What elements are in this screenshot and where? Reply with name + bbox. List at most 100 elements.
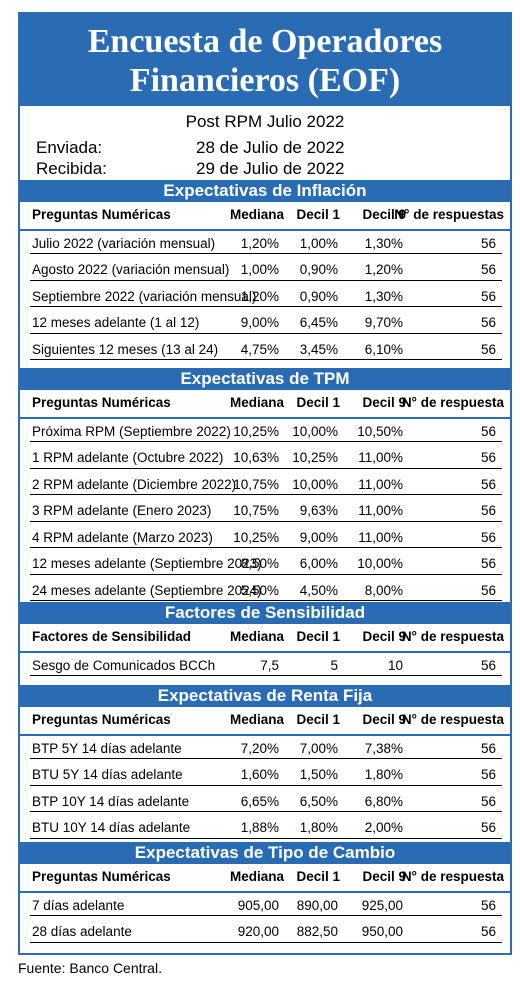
row-label: 2 RPM adelante (Diciembre 2022) <box>32 476 237 492</box>
row-value: 9,70% <box>364 315 403 330</box>
row-label: Siguientes 12 meses (13 al 24) <box>32 341 219 357</box>
row-value: 1,60% <box>240 767 279 782</box>
row-value: 11,00% <box>358 476 403 492</box>
section-heading: Expectativas de Inflación <box>20 180 510 202</box>
row-value: 10,00% <box>357 556 403 571</box>
row-label: BTP 5Y 14 días adelante <box>32 740 182 756</box>
row-label: 1 RPM adelante (Octubre 2022) <box>32 450 224 465</box>
row-value: 0,90% <box>299 288 338 304</box>
row-value: 56 <box>480 529 496 545</box>
row-value: 56 <box>480 582 496 598</box>
row-value: 9,63% <box>299 503 338 518</box>
column-header: Mediana <box>229 207 284 222</box>
row-value: 7,5 <box>260 657 279 673</box>
row-value: 9,00% <box>240 315 279 330</box>
row-label: BTU 5Y 14 días adelante <box>32 767 183 782</box>
column-header: N° de respuesta <box>401 869 504 884</box>
row-value: 56 <box>480 450 496 465</box>
table-row: 7 días adelante 905,00 890,00 925,00 56 <box>20 893 510 920</box>
row-value: 56 <box>480 262 496 277</box>
received-label: Recibida: <box>36 159 107 178</box>
title-line-1: Encuesta de Operadores <box>87 23 443 60</box>
row-value: 56 <box>480 423 496 439</box>
title-line-2: Financieros (EOF) <box>129 62 401 99</box>
section-heading: Expectativas de Tipo de Cambio <box>20 842 510 864</box>
row-value: 10,50% <box>357 423 403 439</box>
row-divider <box>30 811 502 812</box>
table-row: 1 RPM adelante (Octubre 2022) 10,63% 10,25… <box>20 445 510 472</box>
row-value: 1,20% <box>240 235 279 251</box>
row-value: 920,00 <box>237 924 279 939</box>
column-header: Mediana <box>229 629 284 644</box>
row-value: 56 <box>480 924 496 939</box>
row-value: 1,30% <box>364 288 403 304</box>
row-value: 1,50% <box>299 767 338 782</box>
row-value: 10,25% <box>292 450 338 465</box>
row-value: 10 <box>387 657 403 673</box>
row-label: Próxima RPM (Septiembre 2022) <box>32 423 231 439</box>
section-heading: Factores de Sensibilidad <box>20 602 510 624</box>
row-value: 1,20% <box>364 262 403 277</box>
row-label: Agosto 2022 (variación mensual) <box>32 262 230 277</box>
row-value: 11,00% <box>358 503 403 518</box>
column-header: Decil 1 <box>296 869 340 884</box>
table-row: BTP 5Y 14 días adelante 7,20% 7,00% 7,38% 56 <box>20 736 510 763</box>
row-divider <box>30 467 502 469</box>
row-value: 10,25% <box>233 423 279 439</box>
row-value: 6,10% <box>364 341 403 357</box>
row-label: BTP 10Y 14 días adelante <box>32 793 190 809</box>
sent-row: Enviada: 28 de Julio de 2022 <box>36 138 496 158</box>
column-header: N° de respuesta <box>401 629 504 644</box>
column-header-row: Preguntas Numéricas Mediana Decil 1 Decil 9… <box>20 202 510 231</box>
row-value: 56 <box>480 235 496 251</box>
row-value: 56 <box>480 897 496 913</box>
survey-card: Encuesta de Operadores Financieros (EOF)… <box>18 12 512 955</box>
sent-date: 28 de Julio de 2022 <box>196 138 345 157</box>
row-value: 1,80% <box>364 767 403 782</box>
row-value: 950,00 <box>361 924 403 939</box>
row-divider <box>30 306 502 307</box>
table-row: 12 meses adelante (Septiembre 2023) 8,50%… <box>20 551 510 578</box>
column-header-row: Preguntas Numéricas Mediana Decil 1 Decil 9… <box>20 707 510 736</box>
row-value: 7,00% <box>299 740 338 756</box>
section-4: Expectativas de Tipo de Cambio Preguntas … <box>20 842 510 946</box>
row-label: 24 meses adelante (Septiembre 2024) <box>32 582 262 598</box>
row-value: 4,50% <box>299 582 338 598</box>
table-row: Julio 2022 (variación mensual) 1,20% 1,00%… <box>20 231 510 258</box>
row-value: 10,00% <box>292 423 338 439</box>
row-value: 6,00% <box>299 556 338 571</box>
column-header-row: Preguntas Numéricas Mediana Decil 1 Decil 9… <box>20 864 510 893</box>
column-header-row: Factores de Sensibilidad Mediana Decil 1 De… <box>20 624 510 653</box>
row-label: Septiembre 2022 (variación mensual) <box>32 288 257 304</box>
row-value: 1,80% <box>299 820 338 835</box>
row-divider <box>30 941 502 943</box>
column-header: Decil 9 <box>362 395 406 410</box>
row-value: 6,45% <box>299 315 338 330</box>
row-value: 56 <box>480 476 496 492</box>
row-label: Julio 2022 (variación mensual) <box>32 235 216 251</box>
row-divider <box>30 784 502 786</box>
row-label: 3 RPM adelante (Enero 2023) <box>32 503 212 518</box>
row-value: 56 <box>480 288 496 304</box>
section-heading: Expectativas de TPM <box>20 368 510 390</box>
row-value: 7,20% <box>240 740 279 756</box>
column-header: Decil 9 <box>362 712 406 727</box>
row-value: 10,63% <box>233 450 279 465</box>
column-header: Preguntas Numéricas <box>32 207 171 222</box>
column-header: Preguntas Numéricas <box>32 395 171 410</box>
column-header: Preguntas Numéricas <box>32 869 171 884</box>
received-row: Recibida: 29 de Julio de 2022 <box>36 159 496 179</box>
column-header: Mediana <box>229 712 284 727</box>
row-value: 10,00% <box>292 476 338 492</box>
row-divider <box>30 837 502 839</box>
row-value: 56 <box>480 740 496 756</box>
row-label: 12 meses adelante (1 al 12) <box>32 315 200 330</box>
column-header: Decil 9 <box>362 629 406 644</box>
row-value: 6,65% <box>240 793 279 809</box>
row-label: 12 meses adelante (Septiembre 2023) <box>32 556 262 571</box>
table-row: Siguientes 12 meses (13 al 24) 4,75% 3,45%… <box>20 337 510 364</box>
table-row: Sesgo de Comunicados BCCh 7,5 5 10 56 <box>20 653 510 680</box>
table-row: 28 días adelante 920,00 882,50 950,00 56 <box>20 919 510 946</box>
row-value: 8,00% <box>364 582 403 598</box>
title-banner: Encuesta de Operadores Financieros (EOF) <box>20 14 510 106</box>
